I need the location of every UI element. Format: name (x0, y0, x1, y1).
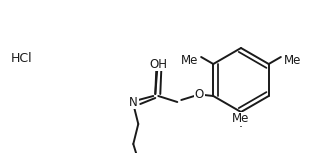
Text: Me: Me (232, 112, 250, 125)
Text: OH: OH (149, 58, 167, 71)
Text: Me: Me (181, 54, 198, 67)
Text: N: N (129, 95, 138, 108)
Text: Me: Me (284, 54, 301, 67)
Text: O: O (195, 88, 204, 101)
Text: HCl: HCl (11, 52, 33, 65)
